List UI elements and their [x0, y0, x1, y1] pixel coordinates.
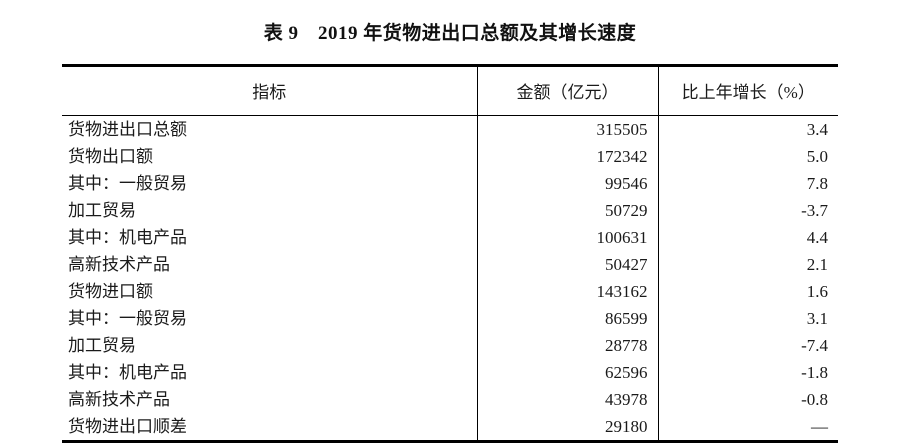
- table-row: 货物出口额 172342 5.0: [62, 143, 838, 170]
- row-label: 其中：一般贸易: [68, 309, 187, 328]
- row-amount: 99546: [476, 170, 658, 197]
- table-row: 加工贸易 50729 -3.7: [62, 197, 838, 224]
- row-label: 高新技术产品: [68, 255, 170, 274]
- row-label: 其中：机电产品: [68, 363, 187, 382]
- column-header-amount: 金额（亿元）: [476, 67, 658, 116]
- table-row: 高新技术产品 43978 -0.8: [62, 386, 838, 413]
- row-growth: 7.8: [657, 170, 838, 197]
- row-growth: —: [657, 413, 838, 443]
- table-top-rule: [62, 64, 838, 68]
- row-amount: 143162: [476, 278, 658, 305]
- row-amount: 50729: [476, 197, 658, 224]
- top-rule-cell-value: [477, 64, 658, 68]
- row-growth: 2.1: [657, 251, 838, 278]
- table-row: 其中：机电产品 62596 -1.8: [62, 359, 838, 386]
- table-row: 货物进出口顺差 29180—: [62, 413, 838, 443]
- column-header-indicator: 指标: [62, 67, 477, 116]
- table-header: 指标 金额（亿元） 比上年增长（%）: [62, 64, 838, 116]
- row-label: 高新技术产品: [68, 390, 170, 409]
- row-amount: 43978: [476, 386, 658, 413]
- row-growth: 4.4: [657, 224, 838, 251]
- statistics-table-container: 指标 金额（亿元） 比上年增长（%） 货物进出口总额 315505 3.4 货物出口额…: [62, 64, 838, 443]
- row-growth: 3.4: [657, 115, 838, 143]
- row-label: 货物进出口总额: [68, 120, 187, 139]
- table-row: 其中：一般贸易 86599 3.1: [62, 305, 838, 332]
- table-row: 其中：机电产品 100631 4.4: [62, 224, 838, 251]
- row-amount: 28778: [476, 332, 658, 359]
- column-header-growth: 比上年增长（%）: [657, 67, 838, 116]
- row-growth: -7.4: [657, 332, 838, 359]
- table-row: 加工贸易 28778 -7.4: [62, 332, 838, 359]
- page-title: 表 9 2019 年货物进出口总额及其增长速度: [263, 23, 637, 44]
- row-label: 其中：一般贸易: [68, 174, 187, 193]
- top-rule-cell-label: [62, 64, 477, 68]
- table-row: 高新技术产品 50427 2.1: [62, 251, 838, 278]
- row-amount: 86599: [476, 305, 658, 332]
- table-header-row: 指标 金额（亿元） 比上年增长（%）: [62, 67, 838, 116]
- row-growth: 5.0: [657, 143, 838, 170]
- statistics-table: 指标 金额（亿元） 比上年增长（%） 货物进出口总额 315505 3.4 货物出口额…: [62, 64, 838, 443]
- table-row: 货物进口额 143162 1.6: [62, 278, 838, 305]
- row-label: 加工贸易: [68, 201, 136, 220]
- row-amount: 62596: [476, 359, 658, 386]
- row-growth: -1.8: [657, 359, 838, 386]
- row-amount: 29180: [476, 413, 658, 443]
- table-row: 货物进出口总额 315505 3.4: [62, 115, 838, 143]
- table-body: 货物进出口总额 315505 3.4 货物出口额 172342 5.0 其中：一般贸易 995…: [62, 115, 838, 443]
- row-amount: 172342: [476, 143, 658, 170]
- row-label: 货物进口额: [68, 282, 153, 301]
- row-amount: 100631: [476, 224, 658, 251]
- row-growth: 3.1: [657, 305, 838, 332]
- row-growth: -0.8: [657, 386, 838, 413]
- table-row: 其中：一般贸易 99546 7.8: [62, 170, 838, 197]
- row-label: 加工贸易: [68, 336, 136, 355]
- row-amount: 50427: [476, 251, 658, 278]
- row-label: 货物出口额: [68, 147, 153, 166]
- row-growth: -3.7: [657, 197, 838, 224]
- top-rule-cell-growth: [658, 64, 838, 68]
- row-amount: 315505: [476, 115, 658, 143]
- row-growth: 1.6: [657, 278, 838, 305]
- row-label: 货物进出口顺差: [62, 413, 477, 443]
- row-label: 其中：机电产品: [68, 228, 187, 247]
